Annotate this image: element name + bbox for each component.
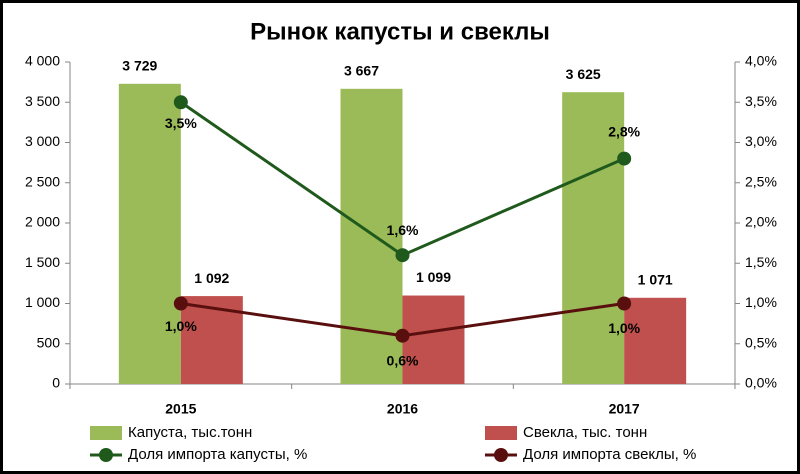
x-tick-label: 2016 (387, 401, 418, 417)
bar-label: 3 667 (344, 63, 379, 79)
line-point (173, 95, 188, 110)
y-tick-label: 4 000 (25, 53, 60, 69)
y-tick-label: 3 500 (25, 93, 60, 109)
bar-label: 1 092 (194, 270, 229, 286)
y2-tick-label: 2,5% (745, 173, 777, 189)
line-point (617, 296, 632, 311)
y2-tick-label: 4,0% (745, 53, 777, 69)
line-point (617, 151, 632, 166)
bar (118, 83, 181, 385)
y2-tick-label: 1,0% (745, 294, 777, 310)
point-label: 1,0% (608, 320, 640, 336)
y-tick-label: 0 (52, 375, 60, 391)
legend-label: Свекла, тыс. тонн (523, 424, 647, 441)
legend-marker (99, 448, 113, 462)
legend-swatch (90, 426, 122, 440)
y2-tick-label: 0,0% (745, 375, 777, 391)
y-tick-label: 2 000 (25, 214, 60, 230)
y-tick-label: 1 000 (25, 294, 60, 310)
point-label: 1,6% (387, 222, 419, 238)
legend-label: Капуста, тыс.тонн (128, 424, 252, 441)
legend-marker (494, 448, 508, 462)
bar (624, 297, 687, 384)
x-tick-label: 2017 (609, 401, 640, 417)
bar-label: 1 071 (638, 271, 673, 287)
bar (562, 92, 625, 384)
y2-tick-label: 2,0% (745, 214, 777, 230)
y2-tick-label: 1,5% (745, 254, 777, 270)
line-point (173, 296, 188, 311)
chart-title: Рынок капусты и свеклы (250, 18, 550, 45)
point-label: 0,6% (387, 352, 419, 368)
bar-label: 3 625 (566, 66, 601, 82)
bar-label: 1 099 (416, 269, 451, 285)
point-label: 1,0% (165, 318, 197, 334)
legend-label: Доля импорта свеклы, % (523, 446, 696, 463)
line-point (395, 328, 410, 343)
line-point (395, 248, 410, 263)
legend-label: Доля импорта капусты, % (128, 446, 307, 463)
bar-label: 3 729 (122, 58, 157, 74)
point-label: 3,5% (165, 115, 197, 131)
y-tick-label: 500 (37, 334, 61, 350)
y-tick-label: 1 500 (25, 254, 60, 270)
y2-tick-label: 3,0% (745, 133, 777, 149)
legend-swatch (485, 426, 517, 440)
y-tick-label: 2 500 (25, 173, 60, 189)
point-label: 2,8% (608, 123, 640, 139)
y2-tick-label: 0,5% (745, 334, 777, 350)
y-tick-label: 3 000 (25, 133, 60, 149)
x-tick-label: 2015 (165, 401, 196, 417)
y2-tick-label: 3,5% (745, 93, 777, 109)
bar (402, 295, 465, 384)
